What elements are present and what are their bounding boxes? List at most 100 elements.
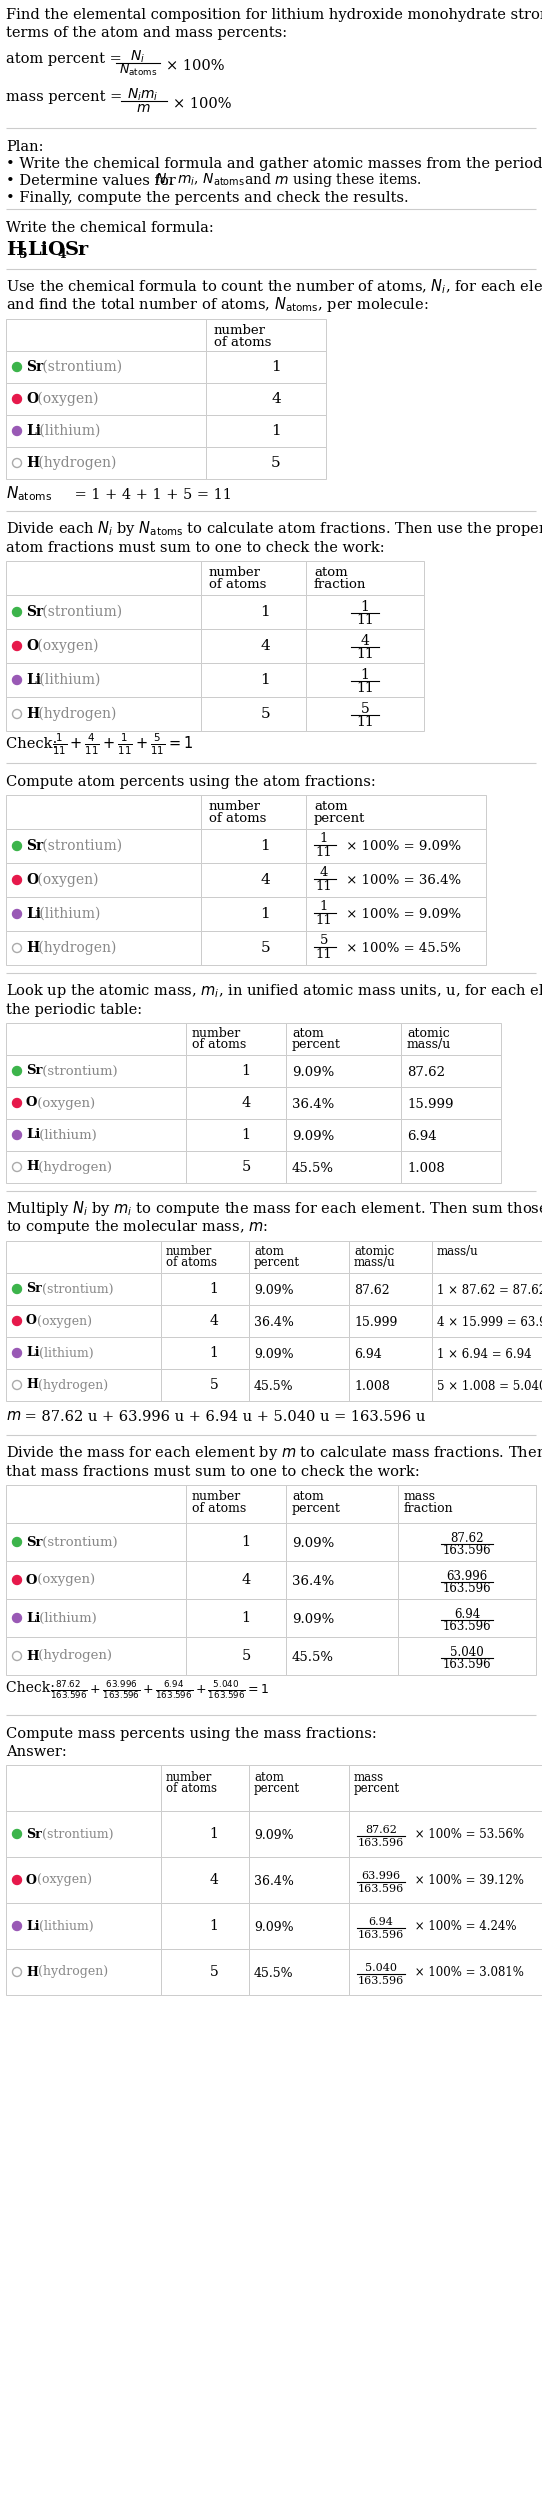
- Bar: [6, 794, 201, 829]
- Bar: [286, 1485, 398, 1522]
- Text: 36.4%: 36.4%: [292, 1575, 334, 1588]
- Text: 4: 4: [320, 867, 328, 879]
- Text: 1: 1: [210, 1919, 218, 1934]
- Text: 11: 11: [315, 914, 332, 927]
- Bar: [349, 1336, 432, 1369]
- Circle shape: [12, 608, 22, 615]
- Text: 1: 1: [241, 1128, 250, 1143]
- Text: atom: atom: [314, 565, 347, 578]
- Bar: [249, 1274, 349, 1306]
- Text: 9.09%: 9.09%: [292, 1613, 334, 1625]
- Bar: [6, 1904, 161, 1949]
- Text: 1: 1: [210, 1346, 218, 1359]
- Bar: [349, 1241, 432, 1274]
- Text: Sr: Sr: [26, 1535, 42, 1547]
- Circle shape: [12, 427, 22, 435]
- Text: (oxygen): (oxygen): [33, 1874, 92, 1887]
- Text: $N_i$: $N_i$: [131, 48, 145, 65]
- Bar: [201, 595, 306, 628]
- Circle shape: [12, 1098, 22, 1108]
- Text: Sr: Sr: [26, 1829, 42, 1841]
- Text: $\frac{87.62}{163.596}+\frac{63.996}{163.596}+\frac{6.94}{163.596}+\frac{5.040}{: $\frac{87.62}{163.596}+\frac{63.996}{163…: [50, 1678, 269, 1701]
- Text: 11: 11: [356, 613, 374, 628]
- Text: × 100% = 4.24%: × 100% = 4.24%: [411, 1919, 517, 1932]
- Text: × 100% = 9.09%: × 100% = 9.09%: [342, 907, 461, 919]
- Text: Sr: Sr: [26, 605, 43, 618]
- Circle shape: [12, 1829, 22, 1839]
- Bar: [206, 447, 326, 480]
- Text: 9.09%: 9.09%: [292, 1130, 334, 1143]
- Bar: [6, 1055, 186, 1088]
- Bar: [306, 932, 486, 965]
- Bar: [349, 1766, 542, 1811]
- Bar: [186, 1560, 286, 1600]
- Text: (lithium): (lithium): [35, 1346, 94, 1359]
- Text: atom: atom: [292, 1027, 324, 1040]
- Text: H: H: [26, 1379, 38, 1392]
- Text: 11: 11: [356, 648, 374, 661]
- Text: 1: 1: [271, 359, 281, 374]
- Text: Sr: Sr: [26, 1065, 42, 1078]
- Text: × 100% = 53.56%: × 100% = 53.56%: [411, 1829, 524, 1841]
- Bar: [398, 1485, 536, 1522]
- Circle shape: [12, 676, 22, 683]
- Text: O: O: [26, 1573, 37, 1588]
- Bar: [401, 1150, 501, 1183]
- Text: 87.62: 87.62: [354, 1284, 390, 1296]
- Bar: [349, 1856, 542, 1904]
- Bar: [161, 1766, 249, 1811]
- Text: 36.4%: 36.4%: [254, 1316, 294, 1329]
- Text: to compute the molecular mass, $m$:: to compute the molecular mass, $m$:: [6, 1218, 268, 1236]
- Text: 1 × 87.62 = 87.62: 1 × 87.62 = 87.62: [437, 1284, 542, 1296]
- Text: 5: 5: [19, 249, 28, 261]
- Bar: [6, 1949, 161, 1995]
- Text: Li: Li: [26, 673, 41, 686]
- Bar: [206, 352, 326, 382]
- Bar: [401, 1088, 501, 1118]
- Text: H: H: [26, 1650, 38, 1663]
- Text: Multiply $N_i$ by $m_i$ to compute the mass for each element. Then sum those val: Multiply $N_i$ by $m_i$ to compute the m…: [6, 1201, 542, 1218]
- Text: Sr: Sr: [65, 241, 89, 259]
- Bar: [6, 1150, 186, 1183]
- Circle shape: [12, 1349, 22, 1356]
- Bar: [306, 794, 486, 829]
- Text: atom fractions must sum to one to check the work:: atom fractions must sum to one to check …: [6, 540, 385, 555]
- Bar: [286, 1118, 401, 1150]
- Bar: [6, 1118, 186, 1150]
- Text: percent: percent: [254, 1781, 300, 1796]
- Bar: [432, 1369, 542, 1402]
- Bar: [161, 1904, 249, 1949]
- Text: 163.596: 163.596: [443, 1620, 491, 1633]
- Bar: [6, 1522, 186, 1560]
- Text: atomic: atomic: [407, 1027, 450, 1040]
- Text: × 100%: × 100%: [173, 98, 231, 111]
- Bar: [206, 414, 326, 447]
- Text: 163.596: 163.596: [358, 1884, 404, 1894]
- Text: 163.596: 163.596: [358, 1977, 404, 1987]
- Text: (lithium): (lithium): [35, 425, 100, 437]
- Bar: [161, 1949, 249, 1995]
- Text: 4: 4: [360, 633, 370, 648]
- Text: (strontium): (strontium): [38, 1284, 113, 1296]
- Text: 1: 1: [210, 1826, 218, 1841]
- Text: 36.4%: 36.4%: [254, 1874, 294, 1889]
- Text: 87.62: 87.62: [407, 1065, 445, 1080]
- Text: 1: 1: [320, 899, 328, 912]
- Text: Use the chemical formula to count the number of atoms, $N_i$, for each element: Use the chemical formula to count the nu…: [6, 279, 542, 296]
- Text: O: O: [26, 638, 38, 653]
- Bar: [6, 932, 201, 965]
- Text: fraction: fraction: [314, 578, 366, 590]
- Text: 1: 1: [241, 1065, 250, 1078]
- Bar: [6, 414, 206, 447]
- Text: Plan:: Plan:: [6, 141, 43, 153]
- Bar: [186, 1150, 286, 1183]
- Text: Li: Li: [26, 1613, 40, 1625]
- Text: O: O: [26, 1874, 37, 1887]
- Text: 163.596: 163.596: [443, 1583, 491, 1595]
- Text: number: number: [214, 324, 266, 337]
- Bar: [6, 663, 201, 696]
- Text: atom: atom: [292, 1490, 324, 1502]
- Bar: [6, 1766, 161, 1811]
- Text: atom: atom: [254, 1246, 284, 1259]
- Text: number: number: [192, 1490, 241, 1502]
